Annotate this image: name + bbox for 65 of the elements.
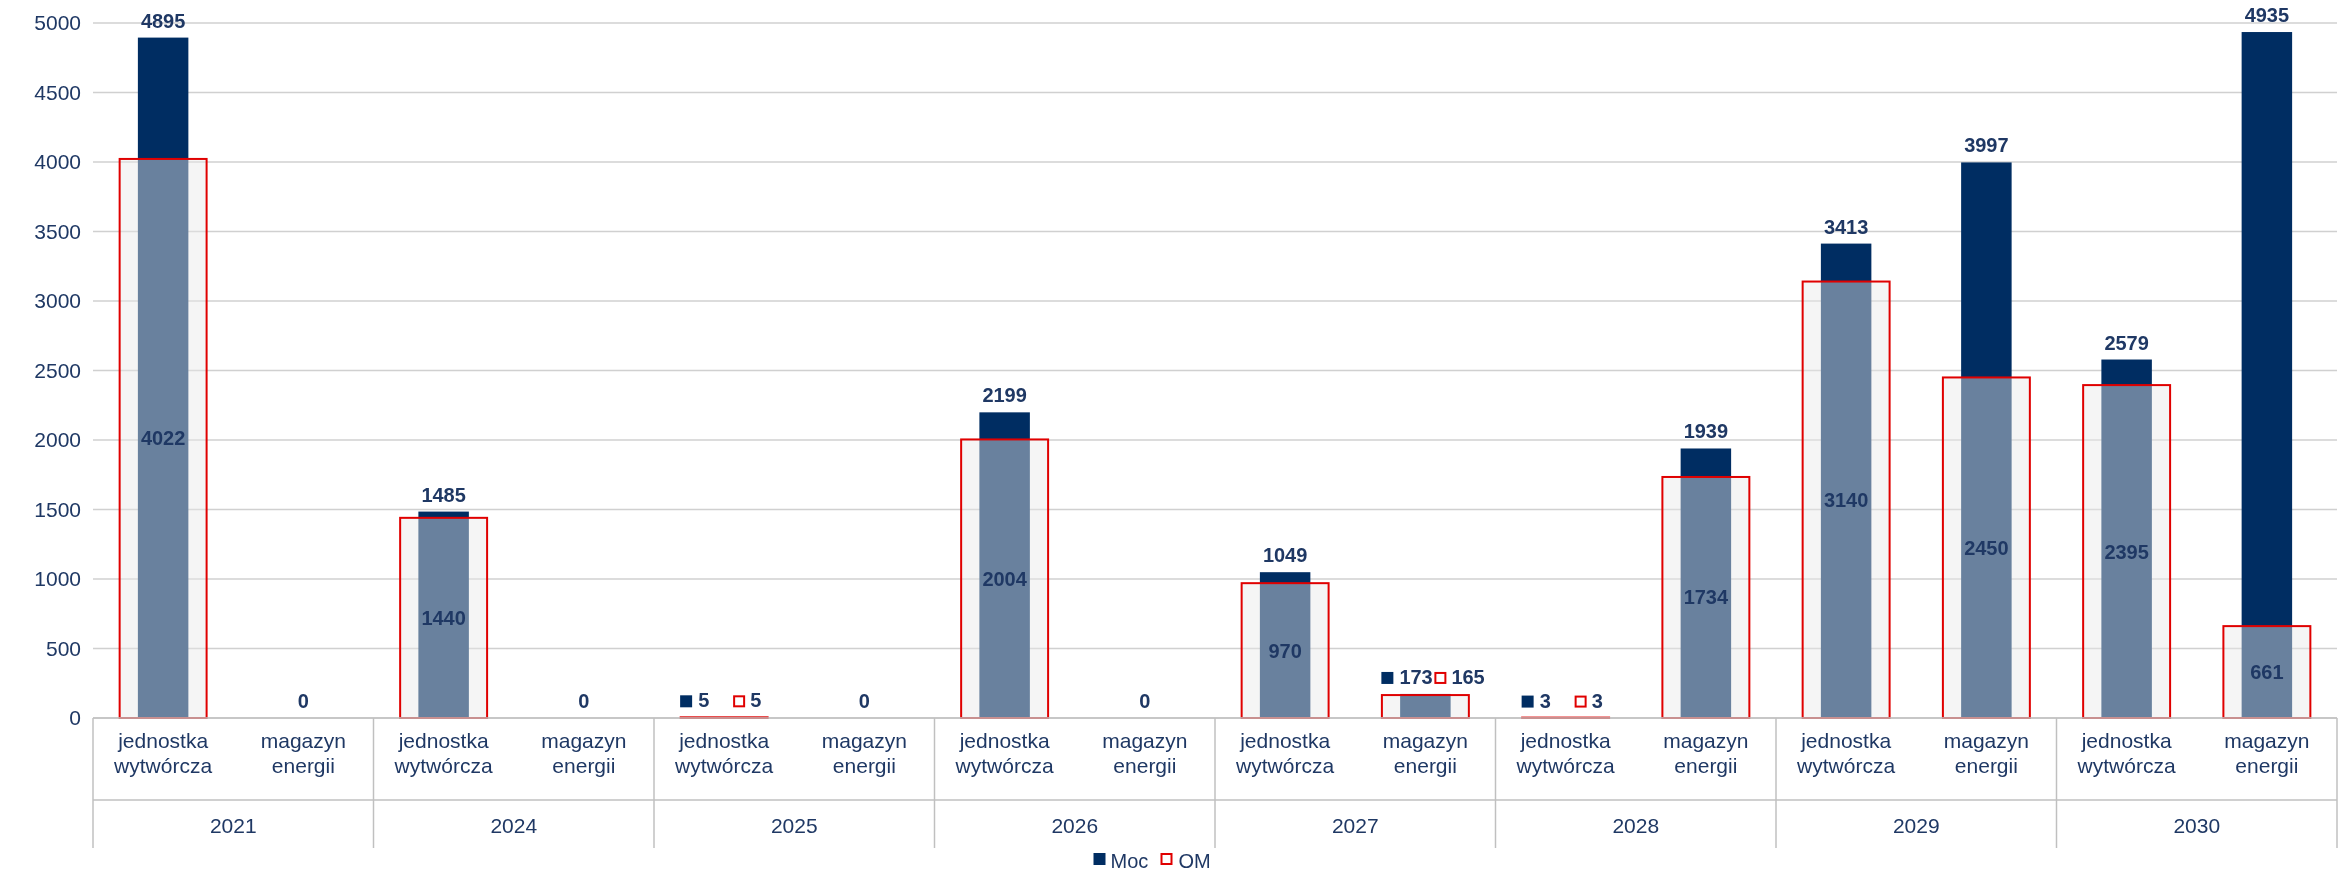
- y-tick-label: 4500: [34, 80, 81, 104]
- data-label: 3413: [1823, 215, 1869, 238]
- x-tick-label: jednostka wytwórcza: [954, 729, 1054, 777]
- data-label: 0: [858, 690, 870, 712]
- x-tick-label: magazyn energii: [1943, 729, 2029, 777]
- data-label: 3: [1539, 689, 1551, 712]
- data-label: 1734: [1683, 586, 1729, 609]
- data-label: 0: [297, 690, 309, 712]
- text: 2027: [1331, 814, 1379, 837]
- x-tick-label: magazyn energii: [821, 729, 907, 777]
- x-tick-label: jednostka wytwórcza: [393, 729, 493, 777]
- y-tick-label: 500: [45, 636, 81, 660]
- y-tick-label: 1500: [34, 497, 81, 521]
- data-label: 2199: [982, 384, 1027, 407]
- text: 2026: [1051, 814, 1099, 837]
- data-label: 173: [1399, 665, 1433, 688]
- y-tick-label: 2500: [34, 358, 81, 382]
- legend-label: Moc: [1110, 850, 1149, 872]
- data-label: 2450: [1964, 536, 2009, 559]
- text: 2021: [209, 814, 257, 837]
- legend-label: OM: [1178, 850, 1211, 872]
- data-label: 1939: [1683, 420, 1729, 443]
- text: 2030: [2173, 814, 2221, 837]
- y-tick-label: 0: [69, 706, 81, 729]
- y-tick-label: 2000: [34, 428, 81, 451]
- x-tick-label: jednostka wytwórcza: [113, 729, 213, 777]
- data-label: 970: [1268, 639, 1302, 662]
- text: 2028: [1612, 814, 1660, 837]
- data-label: 4022: [140, 427, 186, 450]
- x-tick-label: magazyn energii: [260, 729, 346, 777]
- y-tick-label: 1000: [34, 567, 81, 590]
- y-tick-label: 3500: [34, 219, 81, 243]
- data-label: 3: [1591, 689, 1603, 712]
- text: 2029: [1892, 814, 1940, 837]
- x-tick-label: jednostka wytwórcza: [1235, 729, 1335, 777]
- x-tick-label: jednostka wytwórcza: [1515, 729, 1615, 777]
- text: 2025: [770, 814, 818, 837]
- data-label: 1049: [1262, 544, 1308, 567]
- x-tick-label: magazyn energii: [1663, 729, 1749, 777]
- x-tick-label: magazyn energii: [541, 729, 627, 777]
- x-tick-label: jednostka wytwórcza: [674, 729, 774, 777]
- data-label: 3997: [1964, 134, 2009, 157]
- data-label: 5: [698, 689, 710, 712]
- data-label: 0: [578, 690, 590, 712]
- x-tick-label: jednostka wytwórcza: [1796, 729, 1896, 777]
- x-tick-label: magazyn energii: [1382, 729, 1468, 777]
- data-label: 4935: [2244, 4, 2290, 27]
- text: 2024: [490, 814, 538, 837]
- data-label: 2004: [982, 567, 1028, 590]
- data-label: 0: [1139, 690, 1151, 712]
- y-tick-label: 5000: [34, 11, 81, 34]
- data-label: 1440: [421, 606, 466, 629]
- data-label: 4895: [140, 9, 186, 32]
- data-label: 5: [750, 689, 762, 712]
- data-label: 165: [1451, 665, 1485, 688]
- x-tick-label: magazyn energii: [1102, 729, 1188, 777]
- y-tick-label: 4000: [34, 150, 81, 173]
- x-tick-label: magazyn energii: [2224, 729, 2310, 777]
- data-label: 661: [2250, 661, 2284, 684]
- data-label: 2395: [2104, 540, 2149, 563]
- y-tick-label: 3000: [34, 289, 81, 312]
- data-label: 1485: [421, 483, 466, 506]
- data-label: 2579: [2104, 331, 2149, 354]
- data-label: 3140: [1823, 488, 1869, 511]
- x-tick-label: jednostka wytwórcza: [2076, 729, 2176, 777]
